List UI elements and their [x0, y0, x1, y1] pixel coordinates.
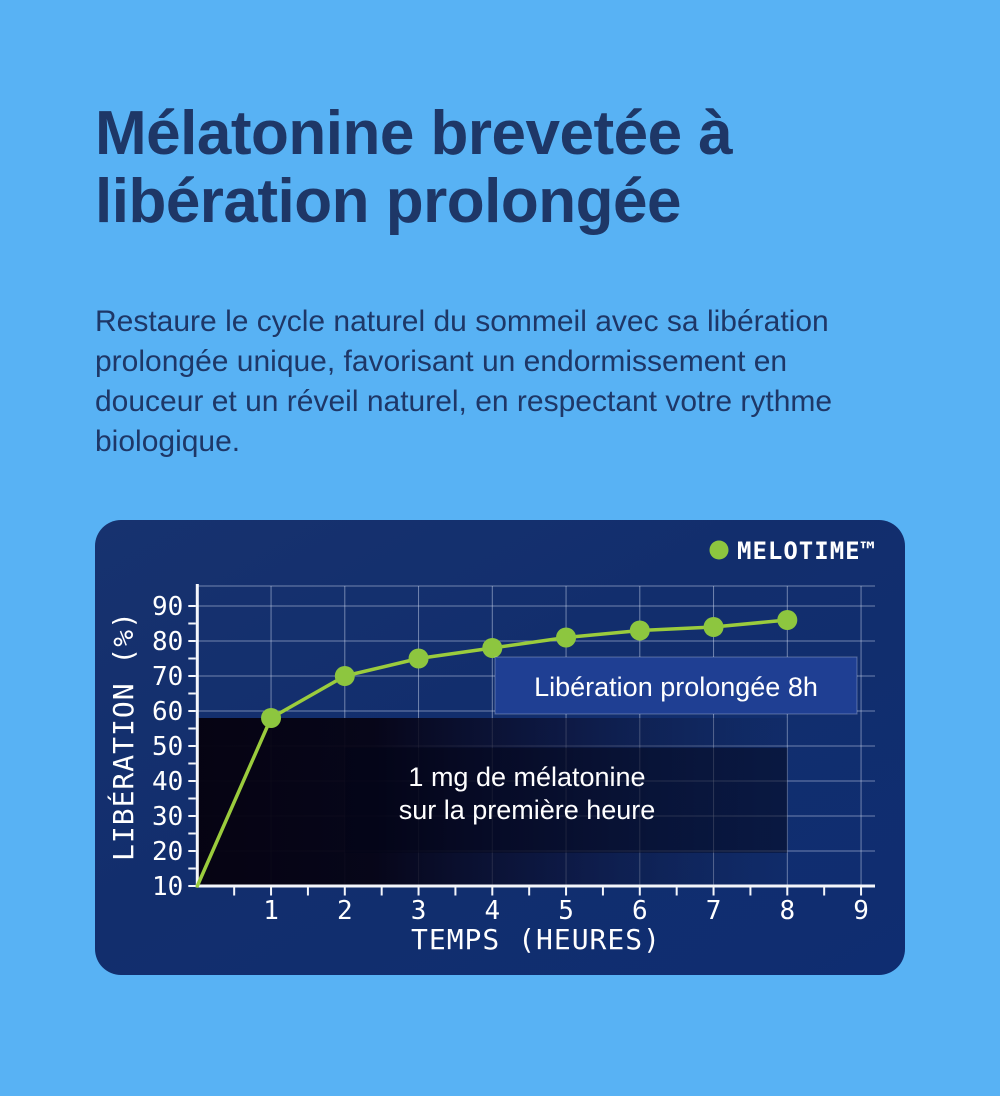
chart-shaded-regions	[197, 718, 788, 886]
data-point	[334, 666, 355, 686]
melotime-series	[195, 610, 798, 888]
data-point	[777, 610, 798, 630]
release-chart-card: 1 2 3 4 5 6 7 8 9 10 20 30 40 50 60 70 80 90 Libération p…	[95, 520, 905, 975]
data-point	[629, 620, 650, 641]
y-tick-label: 60	[152, 697, 183, 727]
data-point	[408, 648, 429, 669]
dose-label-line1: 1 mg de mélatonine	[408, 762, 645, 792]
data-point	[556, 627, 577, 648]
release-duration-label: Libération prolongée 8h	[534, 672, 818, 702]
x-tick-label: 5	[558, 896, 574, 926]
dose-backdrop-region	[344, 747, 788, 853]
y-tick-label: 50	[152, 732, 183, 762]
intro-line2: prolongée unique, favorisant un endormis…	[95, 345, 788, 378]
first-hour-region	[197, 718, 788, 886]
y-tick-label: 80	[152, 627, 183, 657]
data-point	[482, 638, 503, 658]
y-axis-title: LIBÉRATION (%)	[106, 611, 140, 861]
release-line-chart: 1 2 3 4 5 6 7 8 9 10 20 30 40 50 60 70 80 90 Libération p…	[106, 537, 876, 956]
chart-annotations: Libération prolongée 8h 1 mg de mélatoni…	[106, 537, 876, 956]
data-point	[703, 617, 724, 637]
dose-label-line2: sur la première heure	[399, 795, 656, 825]
x-axis-title: TEMPS (HEURES)	[411, 923, 661, 956]
intro-line4: biologique.	[95, 425, 241, 458]
x-tick-label: 4	[484, 896, 500, 926]
y-tick-label: 90	[152, 592, 183, 622]
legend-dot-icon	[709, 540, 729, 560]
axis-ticks	[188, 605, 863, 896]
page-title: Mélatonine brevetée à libération prolong…	[95, 98, 733, 236]
release-duration-box	[494, 656, 858, 715]
x-tick-label: 2	[337, 896, 353, 926]
y-tick-label: 70	[152, 662, 183, 692]
y-tick-label: 20	[152, 837, 183, 867]
y-tick-label: 30	[152, 802, 183, 832]
legend-label: MELOTIME™	[737, 537, 876, 565]
intro-paragraph: Restaure le cycle naturel du sommeil ave…	[95, 302, 832, 462]
page-title-line1: Mélatonine brevetée à	[95, 98, 733, 168]
chart-axes	[195, 584, 875, 888]
x-tick-label: 3	[411, 896, 427, 926]
x-tick-label: 7	[706, 896, 722, 926]
data-point	[261, 708, 282, 728]
x-tick-label: 1	[263, 896, 279, 926]
axis-tick-labels: 1 2 3 4 5 6 7 8 9 10 20 30 40 50 60 70 80 90	[152, 592, 869, 926]
y-tick-label: 40	[152, 767, 183, 797]
y-tick-label: 10	[152, 872, 183, 902]
x-tick-label: 9	[853, 896, 869, 926]
intro-line3: douceur et un réveil naturel, en respect…	[95, 385, 833, 418]
page-title-line2: libération prolongée	[95, 166, 681, 236]
x-tick-label: 6	[632, 896, 648, 926]
intro-line1: Restaure le cycle naturel du sommeil ave…	[95, 305, 829, 338]
x-tick-label: 8	[779, 896, 795, 926]
